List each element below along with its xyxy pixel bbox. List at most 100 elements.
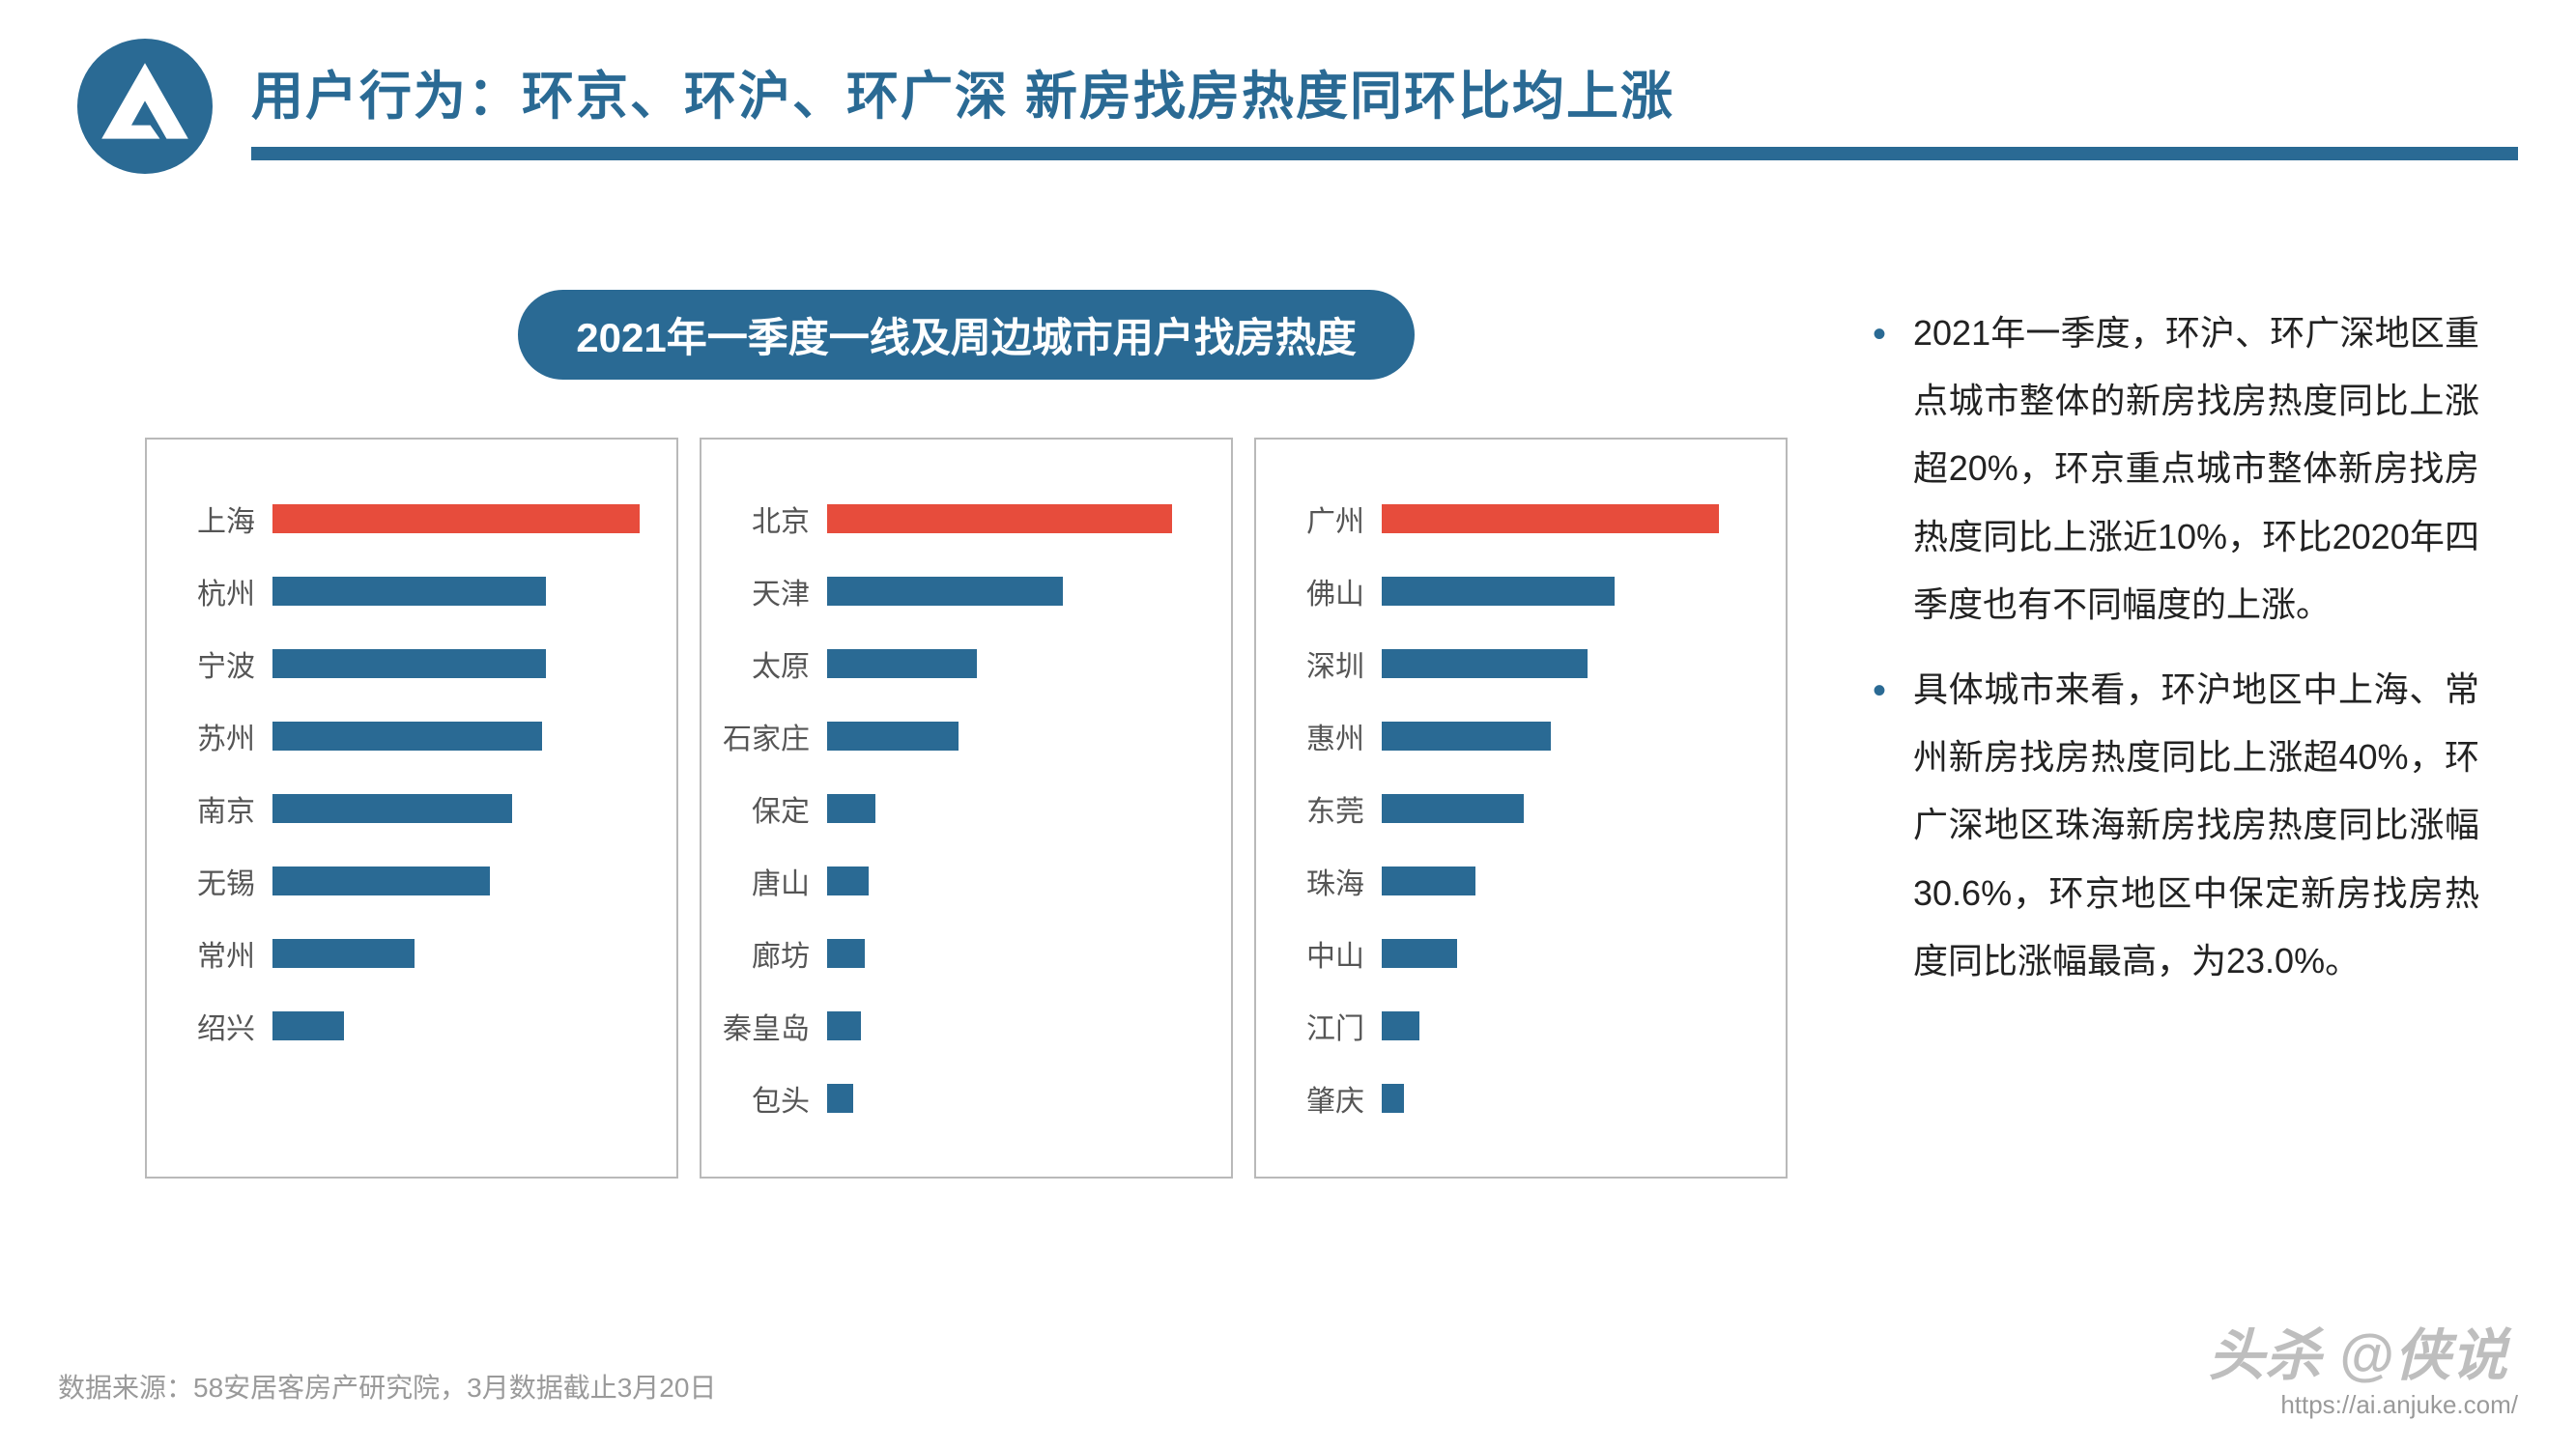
bar-row: 肇庆: [1275, 1075, 1757, 1121]
brand-logo-icon: [77, 39, 213, 174]
bar-fill: [272, 649, 546, 678]
bar-label: 杭州: [166, 570, 272, 612]
bar-fill: [1382, 722, 1551, 751]
bar-track: [1382, 939, 1757, 968]
bar-track: [1382, 722, 1757, 751]
bar-label: 唐山: [721, 860, 827, 902]
bar-label: 东莞: [1275, 787, 1382, 830]
bar-track: [827, 577, 1202, 606]
bar-track: [272, 504, 647, 533]
footer-url: https://ai.anjuke.com/: [2280, 1390, 2518, 1420]
bullet-list: 2021年一季度，环沪、环广深地区重点城市整体的新房找房热度同比上涨超20%，环…: [1865, 299, 2479, 995]
bar-label: 廊坊: [721, 932, 827, 975]
bar-track: [1382, 649, 1757, 678]
chart-panel: 北京天津太原石家庄保定唐山廊坊秦皇岛包头: [700, 438, 1233, 1179]
bar-label: 上海: [166, 497, 272, 540]
bar-label: 太原: [721, 642, 827, 685]
bar-label: 绍兴: [166, 1005, 272, 1047]
bar-label: 保定: [721, 787, 827, 830]
bar-fill: [1382, 1084, 1404, 1113]
bar-fill: [827, 1011, 861, 1040]
bar-label: 常州: [166, 932, 272, 975]
bar-fill: [827, 939, 865, 968]
bar-fill: [272, 577, 546, 606]
bar-label: 秦皇岛: [721, 1005, 827, 1047]
bar-row: 唐山: [721, 858, 1202, 903]
bar-track: [827, 649, 1202, 678]
bar-row: 东莞: [1275, 785, 1757, 831]
bar-label: 江门: [1275, 1005, 1382, 1047]
bar-row: 南京: [166, 785, 647, 831]
bar-fill: [272, 867, 490, 895]
page-title: 用户行为：环京、环沪、环广深 新房找房热度同环比均上涨: [251, 53, 2518, 147]
content: 2021年一季度一线及周边城市用户找房热度 上海杭州宁波苏州南京无锡常州绍兴北京…: [0, 174, 2576, 1179]
bar-row: 天津: [721, 568, 1202, 613]
bar-track: [827, 1011, 1202, 1040]
bar-row: 珠海: [1275, 858, 1757, 903]
bar-fill: [272, 504, 640, 533]
text-column: 2021年一季度，环沪、环广深地区重点城市整体的新房找房热度同比上涨超20%，环…: [1865, 290, 2499, 1179]
bar-label: 广州: [1275, 497, 1382, 540]
title-underline: [251, 147, 2518, 160]
bar-fill: [1382, 649, 1588, 678]
bar-fill: [1382, 1011, 1419, 1040]
bar-row: 深圳: [1275, 640, 1757, 686]
bar-track: [1382, 1084, 1757, 1113]
bar-track: [1382, 577, 1757, 606]
bar-row: 常州: [166, 930, 647, 976]
bar-track: [1382, 794, 1757, 823]
bullet-item: 具体城市来看，环沪地区中上海、常州新房找房热度同比上涨超40%，环广深地区珠海新…: [1865, 656, 2479, 995]
bar-label: 珠海: [1275, 860, 1382, 902]
bar-track: [272, 649, 647, 678]
bar-row: 中山: [1275, 930, 1757, 976]
chart-panel: 广州佛山深圳惠州东莞珠海中山江门肇庆: [1254, 438, 1788, 1179]
bar-row: 苏州: [166, 713, 647, 758]
bar-row: 秦皇岛: [721, 1003, 1202, 1048]
bar-row: 佛山: [1275, 568, 1757, 613]
bar-fill: [827, 794, 875, 823]
bar-track: [1382, 1011, 1757, 1040]
chart-title: 2021年一季度一线及周边城市用户找房热度: [518, 290, 1414, 380]
bar-row: 广州: [1275, 496, 1757, 541]
bar-track: [272, 939, 647, 968]
bar-row: 廊坊: [721, 930, 1202, 976]
bar-label: 苏州: [166, 715, 272, 757]
bar-track: [827, 1084, 1202, 1113]
bar-fill: [827, 722, 959, 751]
bar-track: [1382, 867, 1757, 895]
bar-row: 石家庄: [721, 713, 1202, 758]
bar-fill: [827, 867, 869, 895]
footer-source: 数据来源：58安居客房产研究院，3月数据截止3月20日: [58, 1367, 716, 1406]
bar-row: 杭州: [166, 568, 647, 613]
bar-label: 南京: [166, 787, 272, 830]
bar-track: [272, 1011, 647, 1040]
bar-row: 无锡: [166, 858, 647, 903]
bar-label: 无锡: [166, 860, 272, 902]
bar-row: 惠州: [1275, 713, 1757, 758]
bar-track: [827, 939, 1202, 968]
bar-fill: [827, 649, 977, 678]
bar-fill: [272, 939, 415, 968]
bar-fill: [1382, 577, 1615, 606]
bar-row: 绍兴: [166, 1003, 647, 1048]
bar-fill: [272, 794, 512, 823]
bar-label: 惠州: [1275, 715, 1382, 757]
bar-label: 宁波: [166, 642, 272, 685]
bar-label: 包头: [721, 1077, 827, 1120]
bar-track: [272, 794, 647, 823]
bar-track: [1382, 504, 1757, 533]
bar-fill: [272, 1011, 344, 1040]
bar-track: [272, 722, 647, 751]
bar-fill: [1382, 794, 1524, 823]
bar-track: [827, 867, 1202, 895]
title-block: 用户行为：环京、环沪、环广深 新房找房热度同环比均上涨: [251, 53, 2518, 160]
header: 用户行为：环京、环沪、环广深 新房找房热度同环比均上涨: [0, 0, 2576, 174]
chart-panel: 上海杭州宁波苏州南京无锡常州绍兴: [145, 438, 678, 1179]
bar-label: 佛山: [1275, 570, 1382, 612]
bar-row: 上海: [166, 496, 647, 541]
bar-track: [827, 722, 1202, 751]
bar-label: 中山: [1275, 932, 1382, 975]
bar-label: 石家庄: [721, 715, 827, 757]
chart-column: 2021年一季度一线及周边城市用户找房热度 上海杭州宁波苏州南京无锡常州绍兴北京…: [145, 290, 1788, 1179]
bar-row: 保定: [721, 785, 1202, 831]
